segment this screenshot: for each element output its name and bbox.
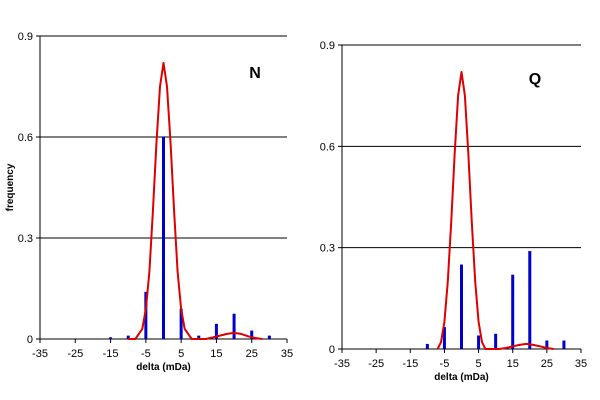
x-tick-label: 15 xyxy=(507,358,519,370)
bar xyxy=(562,340,566,349)
bar xyxy=(477,335,481,349)
fit-curve xyxy=(436,71,554,350)
x-tick-label: 25 xyxy=(541,358,553,370)
bar xyxy=(197,335,201,339)
x-tick-label: -35 xyxy=(334,358,350,370)
bar xyxy=(162,137,165,339)
y-tick-label: 0.9 xyxy=(18,31,33,43)
chart-panel-0: 0 0.3 0.6 0.9 -35 -25 -15 -5 5 15 25 35 delta (mDa) f… xyxy=(5,31,293,373)
x-axis-title: delta (mDa) xyxy=(434,372,488,383)
chart-panel-1: 0 0.3 0.6 0.9 -35 -25 -15 -5 5 15 25 35 delta (mDa) Q xyxy=(320,40,587,383)
bar xyxy=(528,251,532,349)
y-tick-label: 0.6 xyxy=(18,132,33,144)
bar xyxy=(144,291,148,339)
x-tick-label: -5 xyxy=(440,358,450,370)
bar xyxy=(267,335,271,339)
x-tick-label: -25 xyxy=(368,358,384,370)
x-tick-label: 35 xyxy=(575,358,587,370)
y-tick-label: 0.3 xyxy=(320,243,335,255)
bar xyxy=(425,343,429,349)
x-tick-label: 5 xyxy=(476,358,482,370)
bar xyxy=(179,308,183,339)
bar xyxy=(109,337,113,339)
panel-label: Q xyxy=(529,71,541,88)
x-tick-label: 5 xyxy=(178,348,184,360)
y-tick-label: 0.9 xyxy=(320,40,335,52)
bar xyxy=(494,333,498,349)
bar xyxy=(460,264,463,349)
x-tick-label: -5 xyxy=(141,348,151,360)
bar xyxy=(511,274,515,349)
bar xyxy=(214,323,218,339)
bar xyxy=(232,313,236,339)
panel-label: N xyxy=(249,65,261,82)
bar xyxy=(442,327,446,349)
y-tick-label: 0 xyxy=(329,344,335,356)
y-tick-label: 0.6 xyxy=(320,141,335,153)
bar xyxy=(126,335,130,339)
y-tick-label: 0.3 xyxy=(18,233,33,245)
x-tick-label: -15 xyxy=(103,348,119,360)
x-tick-label: 25 xyxy=(246,348,258,360)
y-axis-title: frequency xyxy=(5,163,16,211)
x-tick-label: -25 xyxy=(67,348,83,360)
x-tick-label: 35 xyxy=(281,348,293,360)
bar xyxy=(250,330,254,339)
fit-curve xyxy=(128,61,263,340)
x-tick-label: -35 xyxy=(32,348,48,360)
x-tick-label: -15 xyxy=(402,358,418,370)
x-tick-label: 15 xyxy=(210,348,222,360)
x-axis-title: delta (mDa) xyxy=(136,362,190,373)
bar xyxy=(545,340,549,349)
y-tick-label: 0 xyxy=(27,334,33,346)
